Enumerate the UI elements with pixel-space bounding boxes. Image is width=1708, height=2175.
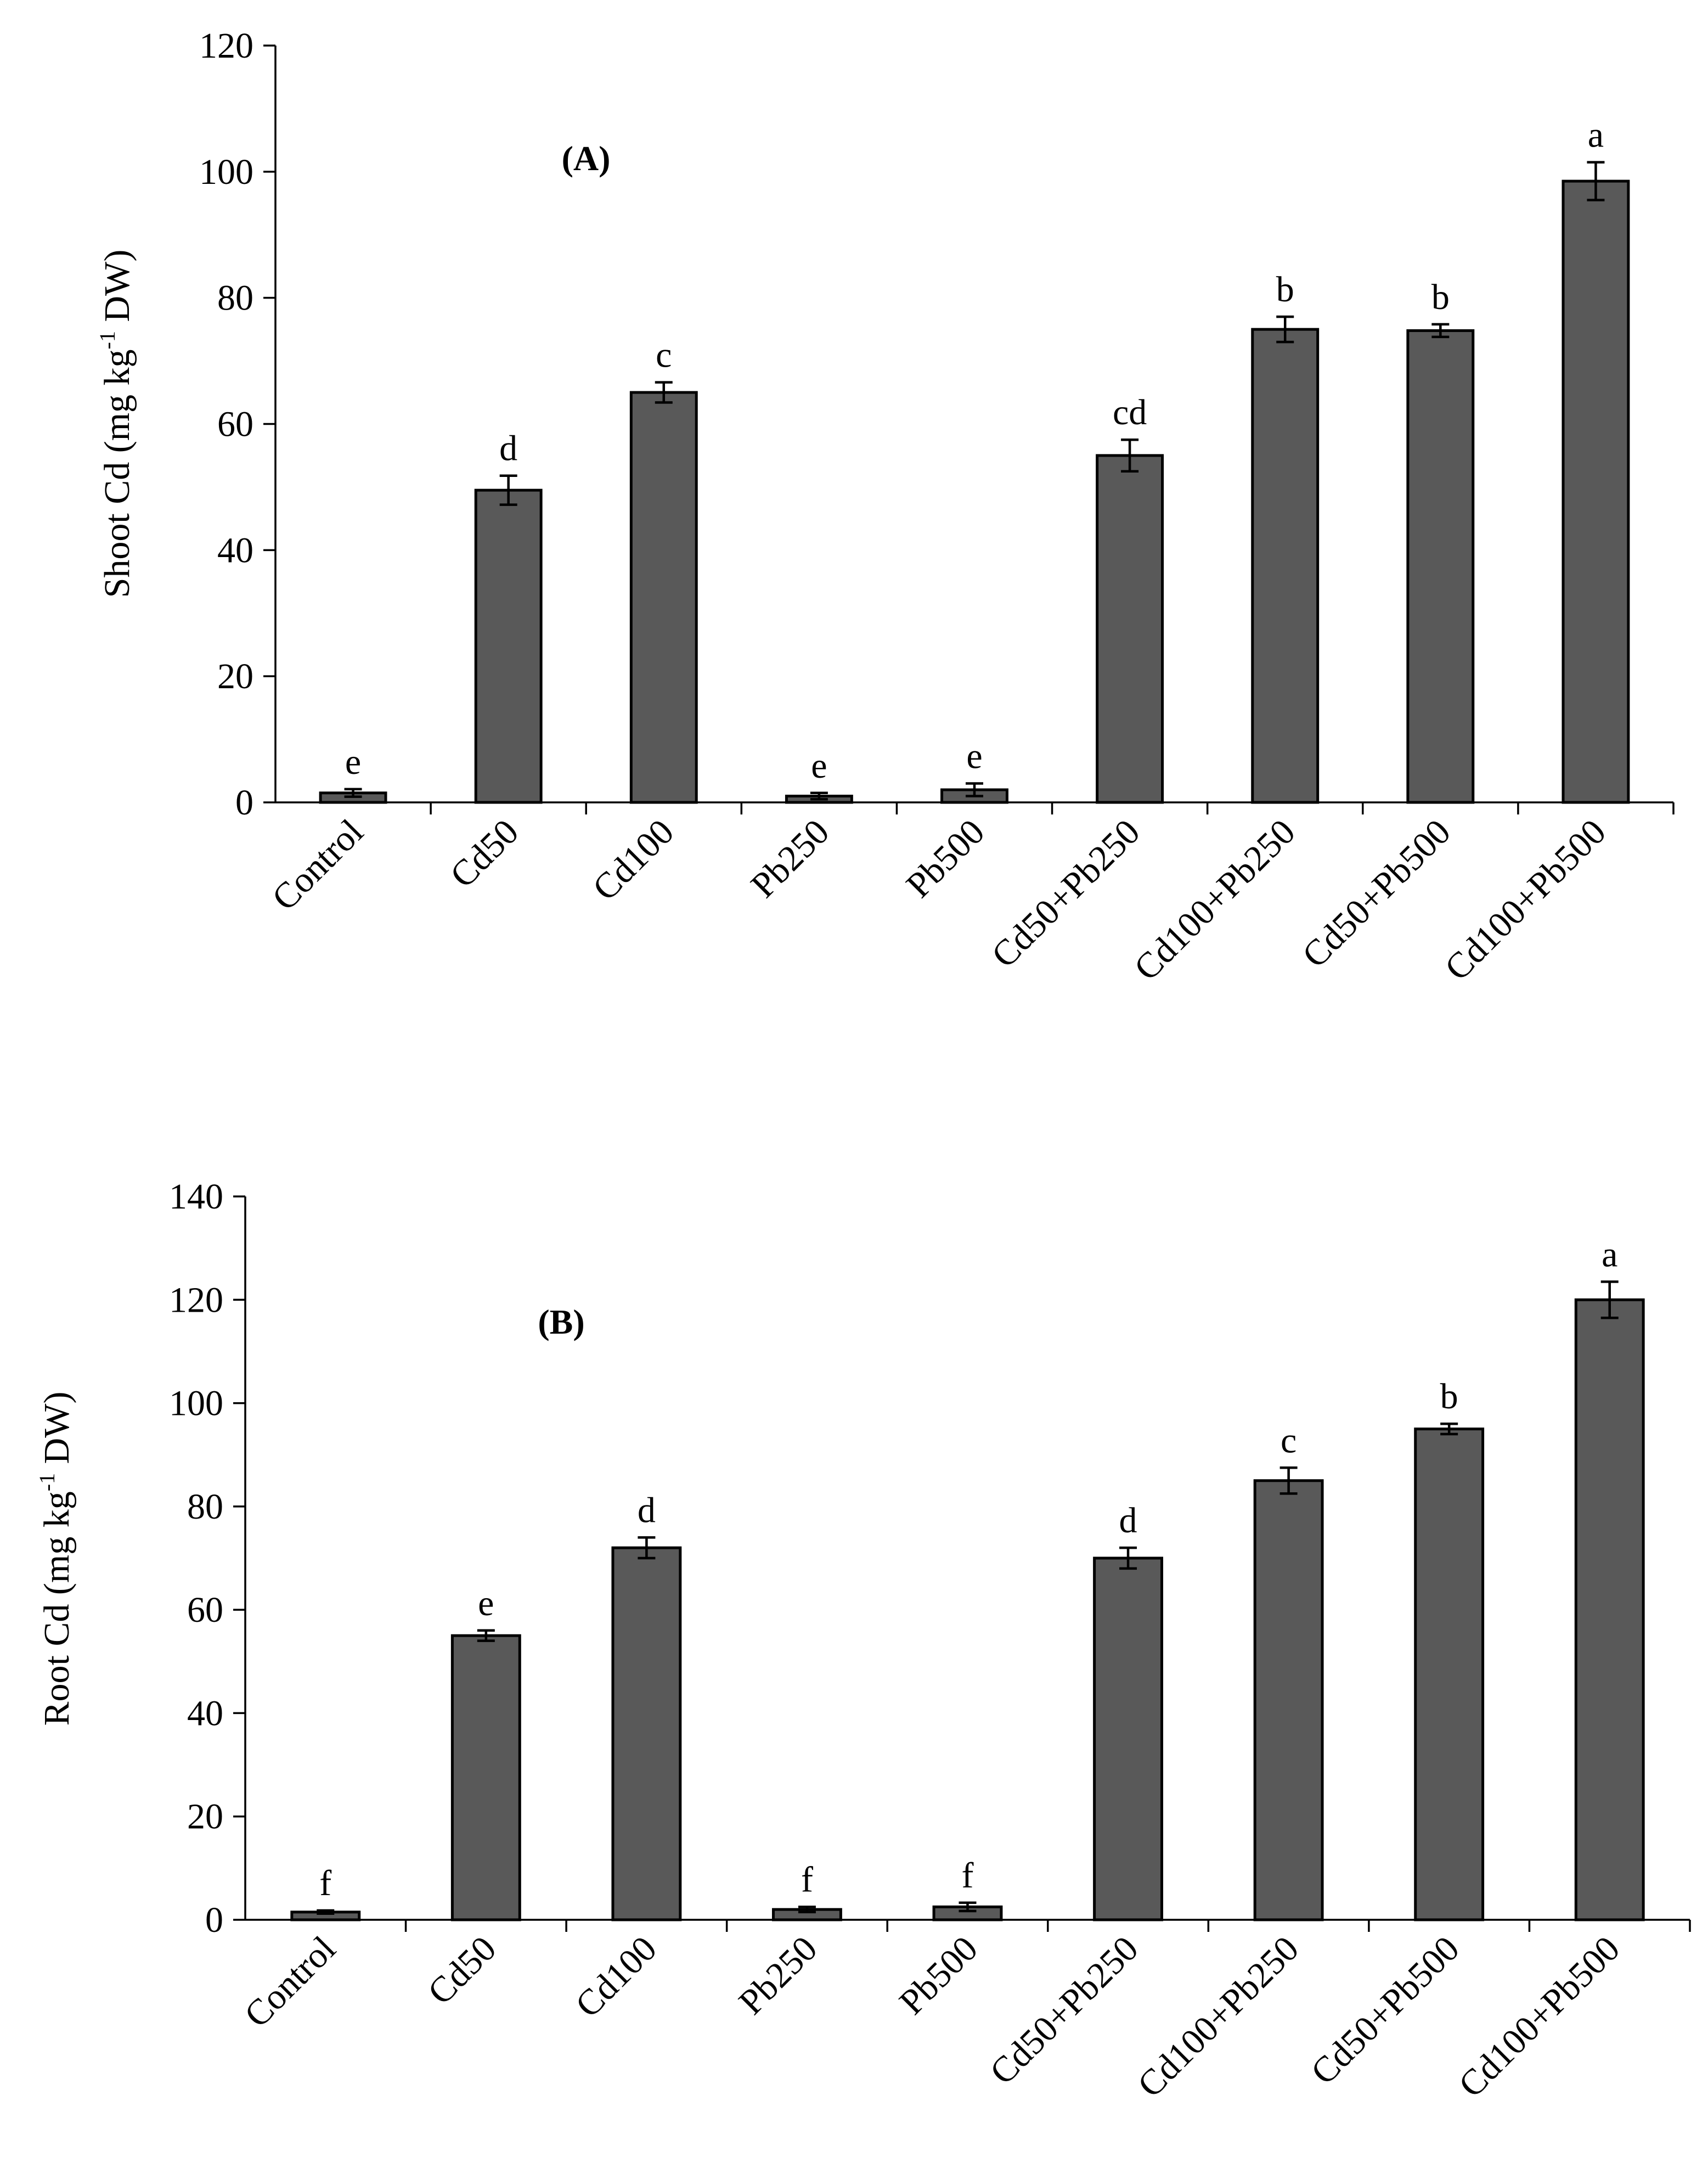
panel-label: (A) (562, 139, 611, 178)
significance-letter: f (319, 1863, 331, 1903)
significance-letter: f (801, 1859, 813, 1899)
bar-cd50 (450, 1634, 521, 1921)
y-axis-title-text: Root Cd (mg kg (37, 1491, 77, 1726)
category-label: Cd100+Pb500 (1437, 812, 1614, 988)
category-label: Cd50+Pb500 (1303, 1929, 1467, 2092)
y-tick-label: 20 (187, 1797, 223, 1837)
significance-letter: e (966, 737, 982, 777)
significance-letter: d (499, 429, 517, 469)
significance-letter: f (962, 1856, 974, 1896)
y-tick-label: 40 (217, 530, 253, 570)
significance-letter: e (478, 1583, 494, 1623)
y-axis-title-text: Shoot Cd (mg kg (97, 349, 137, 598)
y-axis-title-unit: DW) (97, 250, 137, 331)
category-label: Cd50+Pb250 (984, 812, 1147, 975)
significance-letter: a (1602, 1234, 1617, 1274)
category-label: Control (237, 1929, 343, 2035)
y-tick-label: 60 (187, 1590, 223, 1630)
significance-letter: a (1588, 115, 1604, 155)
bar-cd100-pb500 (1574, 1298, 1645, 1921)
bar-cd100-pb250 (1253, 1479, 1324, 1921)
category-label: Cd100+Pb500 (1451, 1929, 1628, 2105)
bar-cd100-pb500 (1562, 179, 1630, 804)
category-label: Control (264, 812, 371, 918)
y-tick-label: 140 (169, 1177, 223, 1217)
significance-letter: c (1281, 1420, 1296, 1460)
category-label: Cd50+Pb250 (982, 1929, 1146, 2092)
significance-letter: e (345, 742, 361, 782)
shoot-cd-chart: 0 20 40 60 80 100 120 e Control d Cd50 c Cd100 e Pb250… (95, 26, 1675, 988)
y-tick-label: 80 (217, 278, 253, 318)
y-tick-label: 0 (205, 1900, 223, 1940)
y-tick-label: 40 (187, 1693, 223, 1733)
significance-letter: c (656, 335, 672, 375)
category-label: Pb500 (899, 812, 993, 906)
y-tick-label: 100 (169, 1384, 223, 1424)
y-axis-title: Shoot Cd (mg kg-1 DW) (95, 250, 137, 598)
bar-cd50-pb250 (1096, 454, 1164, 804)
y-tick-label: 80 (187, 1487, 223, 1527)
category-label: Cd50+Pb500 (1295, 812, 1458, 975)
category-label: Cd100 (568, 1929, 664, 2025)
bar-cd50-pb250 (1093, 1556, 1163, 1921)
y-axis-title-superscript: -1 (35, 1473, 59, 1491)
category-label: Cd100 (585, 812, 681, 908)
category-label: Cd100+Pb250 (1126, 812, 1303, 988)
panel-label: (B) (538, 1302, 584, 1341)
bar-cd50-pb500 (1406, 329, 1475, 804)
significance-letter: e (811, 746, 827, 786)
bar-cd50-pb500 (1414, 1427, 1485, 1921)
significance-letter: d (638, 1490, 656, 1530)
category-label: Pb250 (743, 812, 837, 906)
y-tick-label: 120 (169, 1280, 223, 1320)
y-tick-label: 0 (235, 783, 253, 823)
y-axis-title: Root Cd (mg kg-1 DW) (35, 1392, 77, 1726)
category-label: Cd50 (420, 1929, 504, 2013)
y-tick-label: 100 (199, 152, 253, 192)
category-label: Cd50 (443, 812, 527, 896)
root-cd-chart: 0 20 40 60 80 100 120 140 f Control e Cd50 d Cd100 f Pb… (35, 1177, 1691, 2105)
bar-cd100-pb250 (1251, 328, 1320, 804)
y-axis-title-unit: DW) (37, 1392, 77, 1473)
y-tick-label: 120 (199, 26, 253, 66)
bar-cd100 (611, 1546, 682, 1921)
significance-letter: b (1431, 277, 1450, 317)
significance-letter: b (1276, 269, 1294, 310)
category-label: Pb250 (731, 1929, 825, 2022)
significance-letter: cd (1113, 392, 1147, 432)
y-tick-label: 20 (217, 656, 253, 696)
significance-letter: b (1440, 1376, 1458, 1417)
category-label: Cd100+Pb250 (1130, 1929, 1307, 2105)
category-label: Pb500 (892, 1929, 985, 2022)
bar-cd100 (629, 391, 698, 804)
significance-letter: d (1119, 1500, 1137, 1541)
bar-cd50 (474, 488, 543, 804)
y-axis-title-superscript: -1 (95, 331, 120, 349)
y-tick-label: 60 (217, 404, 253, 445)
